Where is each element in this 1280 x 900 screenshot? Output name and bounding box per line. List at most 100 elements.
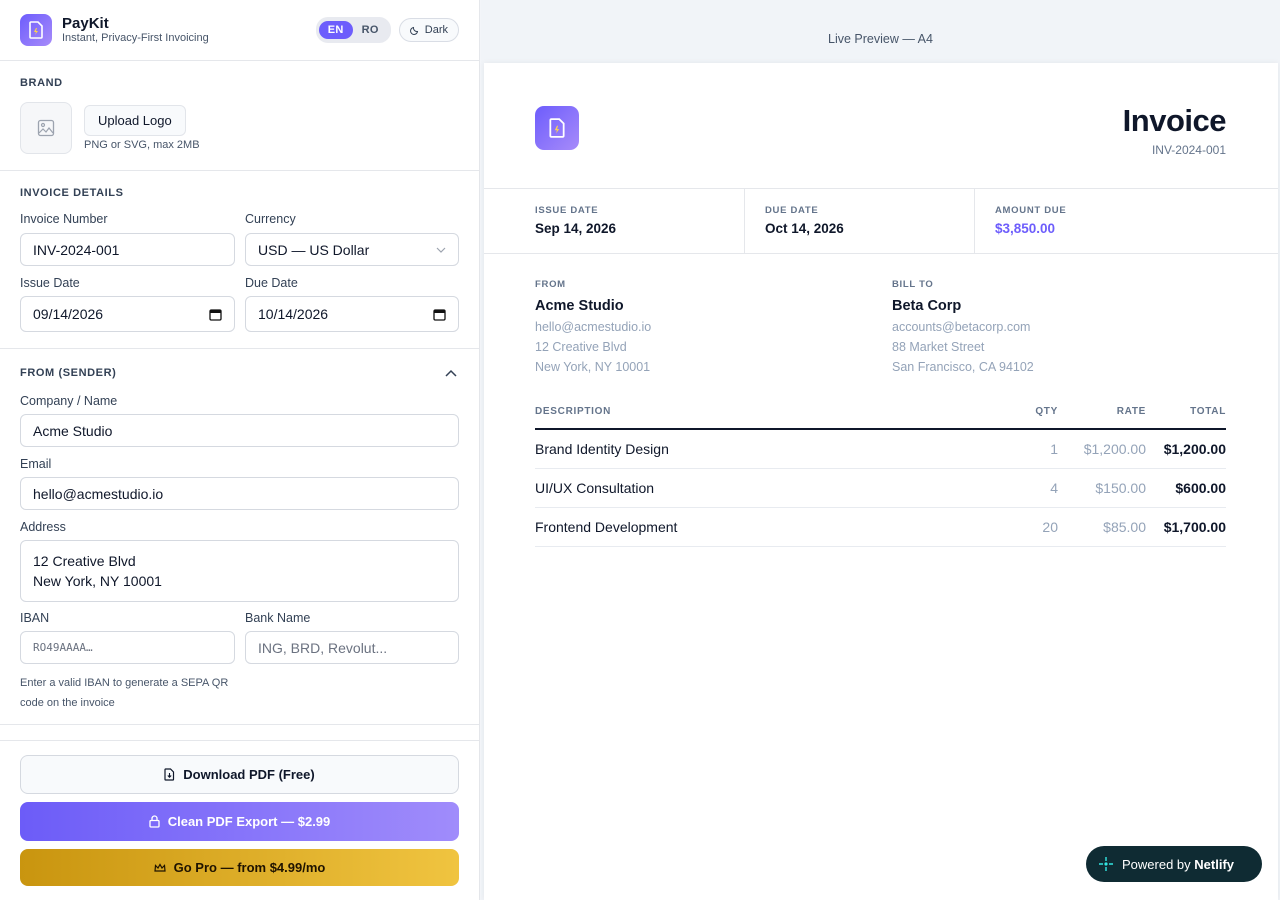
from-name: Acme Studio (535, 298, 624, 314)
line-items-table: DESCRIPTION QTY RATE TOTAL Brand Identit… (535, 406, 1226, 547)
download-pdf-button[interactable]: Download PDF (Free) (20, 755, 459, 794)
lock-icon (149, 815, 160, 828)
image-icon (37, 119, 55, 137)
item-rate: $150.00 (1095, 480, 1146, 496)
invoice-logo-icon (535, 106, 579, 150)
download-pdf-label: Download PDF (Free) (183, 767, 315, 782)
from-block: FROM Acme Studio hello@acmestudio.io 12 … (535, 279, 651, 374)
app-tagline: Instant, Privacy-First Invoicing (62, 32, 209, 44)
email-label: Email (20, 457, 52, 471)
email-input[interactable]: hello@acmestudio.io (20, 477, 459, 510)
upload-logo-button[interactable]: Upload Logo (84, 105, 186, 136)
app-header: PayKit Instant, Privacy-First Invoicing … (0, 0, 479, 61)
issue-date-key: ISSUE DATE (535, 205, 599, 216)
due-date-input[interactable]: 10/14/2026 (245, 296, 459, 332)
company-input[interactable]: Acme Studio (20, 414, 459, 447)
app-name: PayKit (62, 15, 109, 32)
currency-select[interactable]: USD — US Dollar (245, 233, 459, 266)
bill-to-key: BILL TO (892, 279, 934, 290)
col-description: DESCRIPTION (535, 406, 612, 417)
app-title-block: PayKit Instant, Privacy-First Invoicing (62, 15, 209, 45)
iban-hint: Enter a valid IBAN to generate a SEPA QR… (20, 673, 228, 713)
amount-due-key: AMOUNT DUE (995, 205, 1067, 216)
calendar-icon[interactable] (209, 308, 222, 321)
lang-ro-button[interactable]: RO (361, 24, 379, 36)
lang-en-button[interactable]: EN (318, 21, 353, 39)
bill-to-block: BILL TO Beta Corp accounts@betacorp.com … (892, 279, 1034, 374)
col-total: TOTAL (1190, 406, 1226, 417)
preview-panel: Live Preview — A4 Invoice INV-2024-001 I… (481, 0, 1280, 900)
item-qty: 1 (1050, 441, 1058, 457)
bank-input[interactable]: ING, BRD, Revolut... (245, 631, 459, 664)
table-row: Frontend Development 20 $85.00 $1,700.00 (535, 508, 1226, 547)
item-qty: 20 (1042, 519, 1058, 535)
issue-date-label: Issue Date (20, 276, 80, 290)
item-description: UI/UX Consultation (535, 480, 655, 496)
address-textarea[interactable]: 12 Creative Blvd New York, NY 10001 (20, 540, 459, 602)
preview-label: Live Preview — A4 (828, 32, 933, 46)
netlify-brand: Netlify (1194, 856, 1235, 872)
sender-section-title: FROM (SENDER) (20, 367, 117, 379)
upload-hint: PNG or SVG, max 2MB (84, 139, 200, 151)
invoice-number-label: Invoice Number (20, 212, 108, 226)
item-total: $1,700.00 (1163, 519, 1226, 535)
due-date-cell: DUE DATE Oct 14, 2026 (745, 189, 975, 253)
moon-icon (409, 26, 418, 35)
item-qty: 4 (1050, 480, 1058, 496)
invoice-number-input[interactable]: INV-2024-001 (20, 233, 235, 266)
due-date-label: Due Date (245, 276, 298, 290)
item-rate: $1,200.00 (1083, 441, 1146, 457)
app-logo-icon (20, 14, 52, 46)
amount-due-cell: AMOUNT DUE $3,850.00 (975, 189, 1066, 253)
file-download-icon (164, 768, 175, 781)
bill-to-email: accounts@betacorp.com (892, 320, 1031, 334)
due-date-value: 10/14/2026 (258, 306, 329, 322)
dark-mode-label: Dark (424, 24, 448, 36)
netlify-icon (1099, 857, 1113, 871)
from-address-line-2: New York, NY 10001 (535, 360, 651, 374)
due-date-value: Oct 14, 2026 (765, 221, 844, 236)
address-label: Address (20, 520, 66, 534)
col-rate: RATE (1116, 406, 1146, 417)
crown-icon (153, 862, 166, 872)
brand-section: BRAND Upload Logo PNG or SVG, max 2MB (0, 61, 480, 171)
brand-section-title: BRAND (20, 77, 63, 89)
clean-pdf-export-button[interactable]: Clean PDF Export — $2.99 (20, 802, 459, 841)
netlify-prefix: Powered by (1122, 856, 1191, 872)
invoice-title: Invoice (1122, 103, 1227, 138)
actions-divider (0, 740, 480, 741)
language-switch: EN RO (315, 17, 391, 43)
table-row: UI/UX Consultation 4 $150.00 $600.00 (535, 469, 1226, 508)
invoice-paper: Invoice INV-2024-001 ISSUE DATE Sep 14, … (484, 63, 1278, 900)
bill-to-address-line-1: 88 Market Street (892, 340, 985, 354)
invoice-number: INV-2024-001 (1151, 143, 1226, 157)
col-qty: QTY (1035, 406, 1058, 417)
chevron-up-icon[interactable] (445, 369, 457, 377)
iban-label: IBAN (20, 611, 50, 625)
chevron-down-icon (436, 247, 446, 253)
item-description: Frontend Development (535, 519, 678, 535)
dark-mode-button[interactable]: Dark (398, 18, 459, 42)
editor-panel: PayKit Instant, Privacy-First Invoicing … (0, 0, 480, 900)
from-email: hello@acmestudio.io (535, 320, 652, 334)
iban-hint-line-1: Enter a valid IBAN to generate a SEPA QR (20, 677, 229, 689)
currency-label: Currency (245, 212, 296, 226)
netlify-badge[interactable]: Powered by Netlify (1086, 846, 1262, 882)
from-address-line-1: 12 Creative Blvd (535, 340, 627, 354)
table-row: Brand Identity Design 1 $1,200.00 $1,200… (535, 430, 1226, 469)
calendar-icon[interactable] (433, 308, 446, 321)
logo-placeholder[interactable] (20, 102, 72, 154)
iban-input[interactable]: RO49AAAA… (20, 631, 235, 664)
clean-pdf-export-label: Clean PDF Export — $2.99 (167, 814, 331, 829)
bill-to-name: Beta Corp (892, 298, 962, 314)
sender-section: FROM (SENDER) Company / Name Acme Studio… (0, 349, 480, 725)
iban-hint-line-2: code on the invoice (20, 697, 115, 709)
currency-value: USD — US Dollar (258, 241, 370, 258)
go-pro-button[interactable]: Go Pro — from $4.99/mo (20, 849, 459, 886)
invoice-details-title: INVOICE DETAILS (20, 187, 124, 199)
amount-due-value: $3,850.00 (995, 221, 1056, 236)
issue-date-input[interactable]: 09/14/2026 (20, 296, 235, 332)
due-date-key: DUE DATE (765, 205, 819, 216)
from-key: FROM (535, 279, 566, 290)
go-pro-label: Go Pro — from $4.99/mo (173, 860, 326, 875)
